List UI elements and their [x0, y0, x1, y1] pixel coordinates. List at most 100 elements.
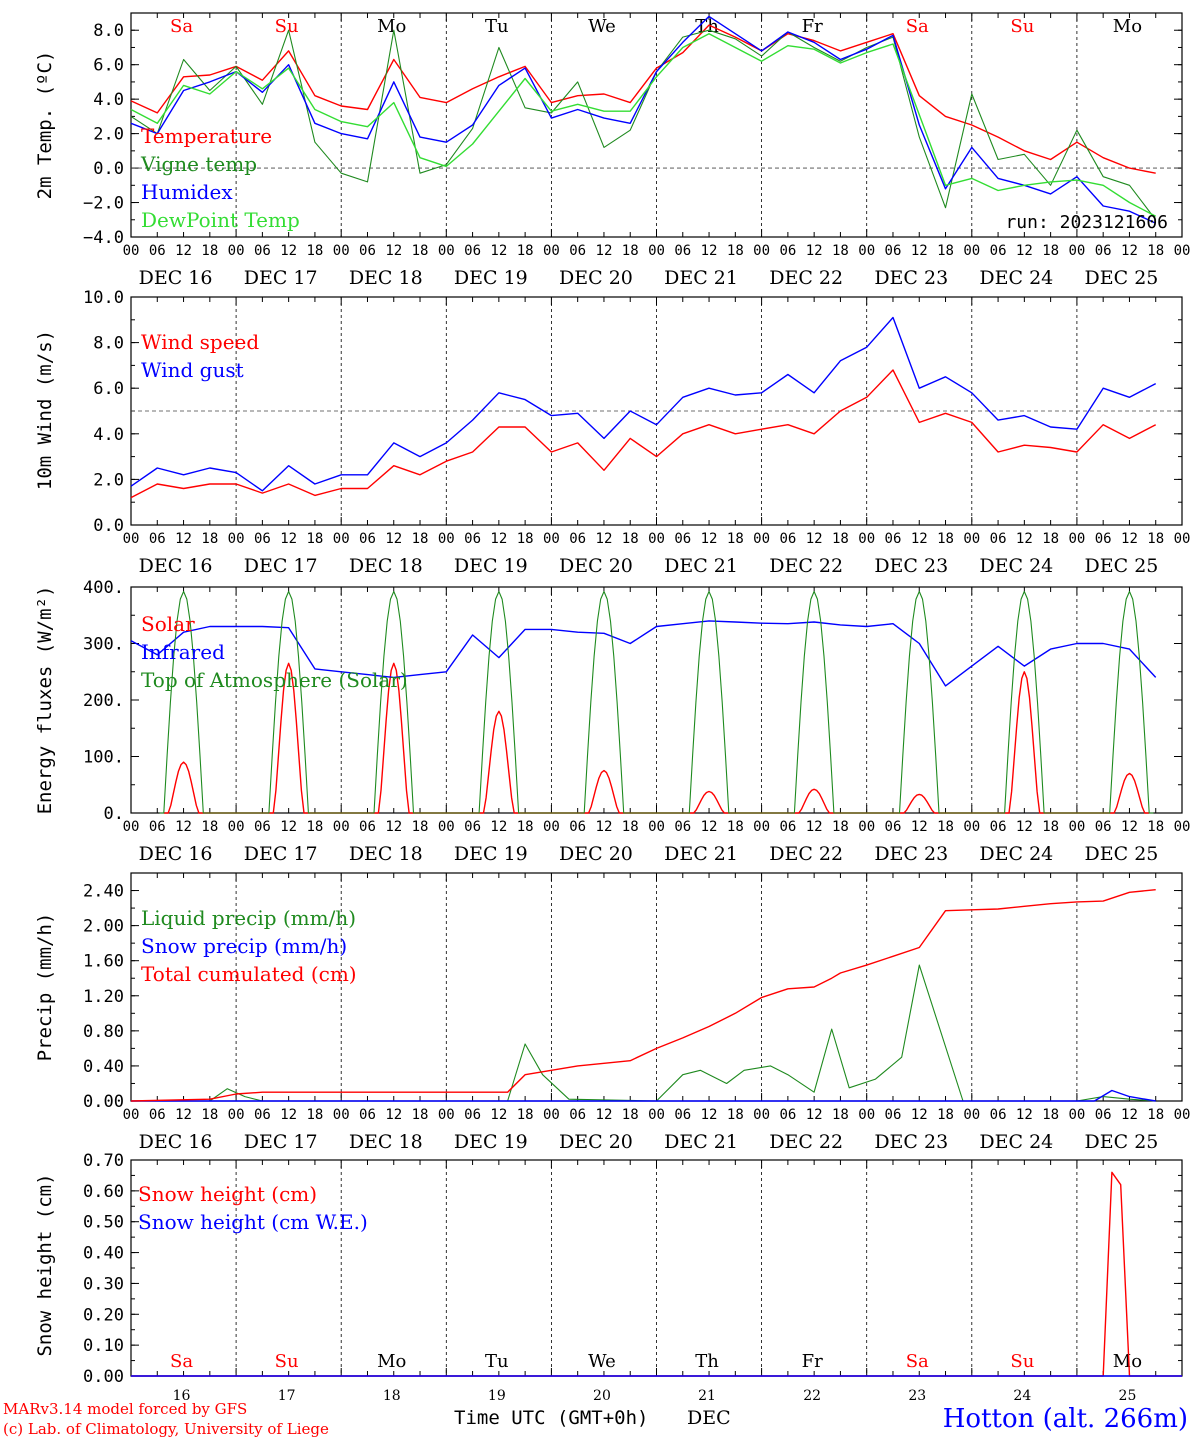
x-hour-label: 18 [412, 1107, 429, 1123]
x-hour-label: 18 [517, 531, 534, 547]
x-hour-label: 06 [359, 531, 376, 547]
x-hour-label: 06 [1095, 243, 1112, 259]
x-day-label: DEC 23 [874, 843, 948, 865]
x-day-label: DEC 19 [454, 1131, 528, 1153]
x-hour-label: 18 [1042, 243, 1059, 259]
x-day-label: DEC 23 [874, 267, 948, 289]
weekday-label: Fr [802, 1351, 823, 1372]
weekday-label: We [588, 16, 616, 37]
x-hour-label: 18 [622, 243, 639, 259]
x-hour-label: 18 [832, 819, 849, 835]
x-hour-label: 12 [596, 243, 613, 259]
legend-entry: Snow precip (mm/h) [141, 934, 347, 958]
x-day-label: DEC 17 [244, 267, 318, 289]
series-line-red [130, 369, 1157, 499]
x-hour-label: 06 [464, 1107, 481, 1123]
y-tick-label: 0.0 [93, 516, 124, 536]
y-tick-label: 4.0 [93, 425, 124, 445]
x-day-label: DEC 25 [1085, 267, 1159, 289]
series-line-red [130, 889, 1156, 1102]
x-hour-label: 00 [333, 531, 350, 547]
x-hour-label: 06 [569, 243, 586, 259]
legend-entry: Solar [141, 612, 195, 636]
x-hour-label: 06 [990, 1107, 1007, 1123]
x-day-number: 17 [278, 1388, 296, 1404]
x-hour-label: 18 [727, 819, 744, 835]
x-hour-label: 00 [753, 819, 770, 835]
weekday-label: Sa [170, 1351, 193, 1372]
x-hour-label: 12 [1016, 531, 1033, 547]
x-day-label: DEC 24 [979, 1131, 1053, 1153]
x-day-label: DEC 21 [664, 843, 738, 865]
x-hour-label: 06 [464, 531, 481, 547]
x-hour-label: 12 [1121, 1107, 1138, 1123]
x-hour-label: 06 [254, 819, 271, 835]
x-day-label: DEC 18 [349, 1131, 423, 1153]
panel-2: 10.0 8.0 6.0 4.0 2.0 0.0 10m Wind (m/s) 00 06 12 1… [34, 288, 1190, 577]
x-hour-label: 12 [596, 531, 613, 547]
x-hour-label: 00 [543, 243, 560, 259]
x-hour-label: 12 [385, 243, 402, 259]
legend-entry: DewPoint Temp [141, 208, 300, 232]
footer: MARv3.14 model forced by GFS (c) Lab. of … [3, 1400, 1188, 1438]
weekday-label: Su [1010, 16, 1034, 37]
x-hour-label: 06 [149, 819, 166, 835]
x-day-label: DEC 20 [559, 843, 633, 865]
weekday-label: Mo [377, 1351, 406, 1372]
x-hour-label: 06 [359, 1107, 376, 1123]
x-hour-label: 12 [280, 531, 297, 547]
x-day-number: 23 [908, 1388, 926, 1404]
weekday-label: Su [1010, 1351, 1034, 1372]
x-hour-label: 12 [806, 1107, 823, 1123]
x-hour-label: 12 [175, 1107, 192, 1123]
weekday-label: Sa [906, 16, 929, 37]
x-hour-label: 12 [490, 531, 507, 547]
model-credit: MARv3.14 model forced by GFS [3, 1400, 247, 1418]
x-hour-label: 18 [201, 1107, 218, 1123]
x-hour-label: 00 [333, 243, 350, 259]
x-hour-label: 06 [674, 531, 691, 547]
x-day-number: 19 [488, 1388, 506, 1404]
y-tick-label: 0.50 [83, 1213, 124, 1233]
x-hour-label: 12 [1121, 243, 1138, 259]
weekday-label: Fr [802, 16, 823, 37]
x-hour-label: 18 [937, 819, 954, 835]
y-tick-label: 1.60 [83, 952, 124, 972]
x-hour-label: 12 [911, 819, 928, 835]
x-axis-label: Time UTC (GMT+0h) [454, 1407, 648, 1429]
x-hour-label: 06 [779, 1107, 796, 1123]
x-day-label: DEC 23 [874, 555, 948, 577]
x-hour-label: 06 [885, 531, 902, 547]
y-tick-label: 4.0 [93, 90, 124, 110]
x-hour-label: 00 [123, 243, 140, 259]
x-hour-label: 06 [779, 819, 796, 835]
x-hour-label: 00 [858, 1107, 875, 1123]
y-tick-label: 1.20 [83, 987, 124, 1007]
x-hour-label: 12 [280, 243, 297, 259]
x-hour-label: 12 [911, 243, 928, 259]
x-hour-label: 18 [622, 531, 639, 547]
y-axis-label: 10m Wind (m/s) [34, 330, 56, 490]
x-hour-label: 00 [228, 243, 245, 259]
x-hour-label: 12 [175, 531, 192, 547]
x-hour-label: 00 [963, 1107, 980, 1123]
legend-entry: Wind gust [141, 358, 244, 382]
weekday-label: Su [275, 16, 299, 37]
x-hour-label: 06 [674, 1107, 691, 1123]
y-tick-label: 200. [83, 691, 124, 711]
x-day-label: DEC 25 [1085, 555, 1159, 577]
x-day-label: DEC 19 [454, 555, 528, 577]
series-line-red [130, 24, 1156, 174]
panel-1: 8.0 6.0 4.0 2.0 0.0 −2.0 −4.0 2m Temp. (ºC) 00 06… [34, 12, 1190, 289]
y-tick-label: 0.40 [83, 1244, 124, 1264]
x-hour-label: 00 [1174, 1107, 1191, 1123]
x-hour-label: 00 [753, 531, 770, 547]
x-hour-label: 18 [622, 1107, 639, 1123]
y-tick-label: 0.00 [83, 1092, 124, 1112]
x-day-label: DEC 20 [559, 555, 633, 577]
x-day-label: DEC 16 [139, 267, 213, 289]
x-hour-label: 18 [1042, 1107, 1059, 1123]
weekday-label: Mo [377, 16, 406, 37]
x-day-label: DEC 18 [349, 555, 423, 577]
x-hour-label: 18 [201, 531, 218, 547]
